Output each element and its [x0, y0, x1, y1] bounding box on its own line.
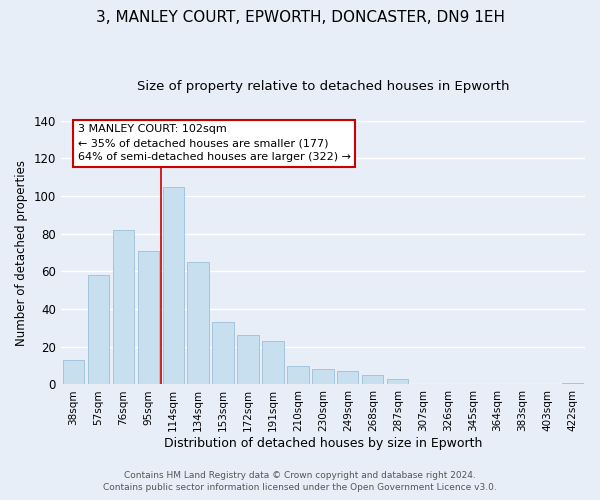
- Bar: [137, 250, 159, 384]
- Bar: [113, 230, 134, 384]
- Y-axis label: Number of detached properties: Number of detached properties: [15, 160, 28, 346]
- Bar: [88, 275, 109, 384]
- Bar: [238, 336, 259, 384]
- Bar: [337, 372, 358, 384]
- Bar: [62, 360, 84, 384]
- Bar: [362, 375, 383, 384]
- Bar: [387, 379, 409, 384]
- Text: Contains HM Land Registry data © Crown copyright and database right 2024.
Contai: Contains HM Land Registry data © Crown c…: [103, 471, 497, 492]
- Bar: [262, 341, 284, 384]
- Bar: [163, 186, 184, 384]
- Bar: [312, 370, 334, 384]
- Bar: [187, 262, 209, 384]
- Bar: [562, 382, 583, 384]
- X-axis label: Distribution of detached houses by size in Epworth: Distribution of detached houses by size …: [164, 437, 482, 450]
- Bar: [212, 322, 233, 384]
- Text: 3 MANLEY COURT: 102sqm
← 35% of detached houses are smaller (177)
64% of semi-de: 3 MANLEY COURT: 102sqm ← 35% of detached…: [78, 124, 351, 162]
- Text: 3, MANLEY COURT, EPWORTH, DONCASTER, DN9 1EH: 3, MANLEY COURT, EPWORTH, DONCASTER, DN9…: [95, 10, 505, 25]
- Bar: [287, 366, 308, 384]
- Title: Size of property relative to detached houses in Epworth: Size of property relative to detached ho…: [137, 80, 509, 93]
